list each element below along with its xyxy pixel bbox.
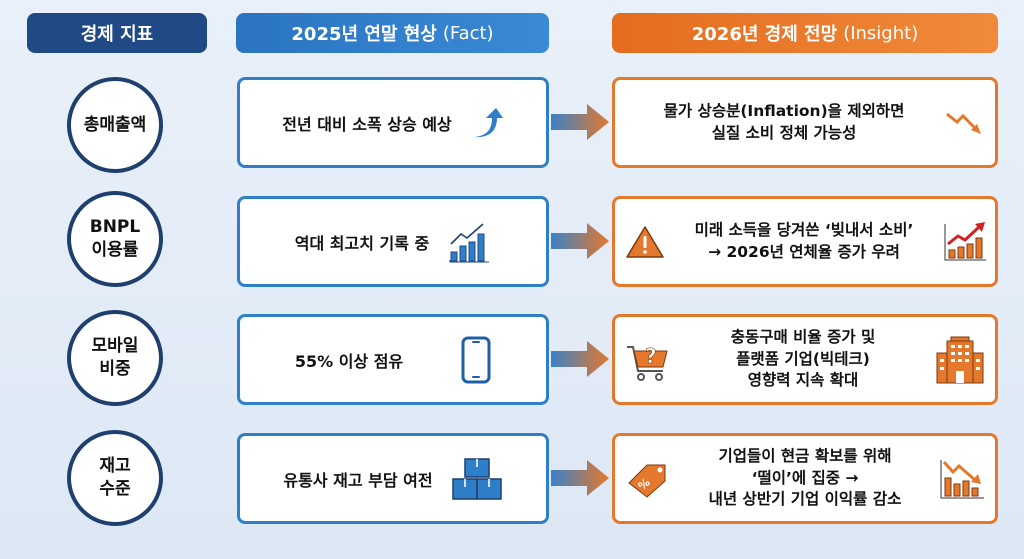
flow-arrow bbox=[551, 223, 609, 259]
indicator-circle-bnpl: BNPL 이용률 bbox=[67, 191, 163, 287]
header-fact-sub: (Fact) bbox=[442, 22, 494, 44]
header-fact: 2025년 연말 현상 (Fact) bbox=[236, 13, 549, 53]
office-building-icon bbox=[935, 335, 985, 385]
insight-line: 미래 소득을 당겨쓴 ‘빚내서 소비’ bbox=[694, 220, 914, 239]
shopping-cart-question-icon: ? bbox=[625, 337, 671, 383]
fact-text: 전년 대비 소폭 상승 예상 bbox=[282, 114, 452, 134]
indicator-circle-sales: 총매출액 bbox=[67, 77, 163, 173]
fact-text: 역대 최고치 기록 중 bbox=[294, 233, 430, 253]
fact-box: 전년 대비 소폭 상승 예상 bbox=[237, 77, 549, 168]
fact-box: 55% 이상 점유 bbox=[237, 314, 549, 405]
insight-line: 충동구매 비율 증가 및 bbox=[730, 327, 876, 346]
indicator-label: 총매출액 bbox=[83, 114, 147, 135]
fact-box: 유통사 재고 부담 여전 bbox=[237, 433, 549, 524]
header-indicator-label: 경제 지표 bbox=[80, 24, 154, 45]
insight-box: % 기업들이 현금 확보를 위해 ‘떨이’에 집중 → 내년 상반기 기업 이익… bbox=[612, 433, 998, 524]
insight-line: 기업들이 현금 확보를 위해 bbox=[718, 446, 892, 465]
curved-up-arrow-icon bbox=[470, 106, 504, 140]
insight-line: → 2026년 연체율 증가 우려 bbox=[708, 242, 900, 261]
insight-line: ‘떨이’에 집중 → bbox=[751, 468, 859, 487]
indicator-label: 모바일 bbox=[91, 336, 139, 357]
insight-box: ? 충동구매 비율 증가 및 플랫폼 기업(빅테크) 영향력 지속 확대 bbox=[612, 314, 998, 405]
fact-text: 유통사 재고 부담 여전 bbox=[283, 470, 433, 490]
insight-box: 물가 상승분(Inflation)을 제외하면 실질 소비 정체 가능성 bbox=[612, 77, 998, 168]
insight-text: 충동구매 비율 증가 및 플랫폼 기업(빅테크) 영향력 지속 확대 bbox=[683, 327, 923, 392]
insight-text: 기업들이 현금 확보를 위해 ‘떨이’에 집중 → 내년 상반기 기업 이익률 … bbox=[683, 446, 927, 511]
header-insight-sub: (Insight) bbox=[843, 22, 919, 44]
indicator-label: 이용률 bbox=[91, 240, 139, 260]
insight-line: 내년 상반기 기업 이익률 감소 bbox=[708, 490, 902, 509]
insight-line: 실질 소비 정체 가능성 bbox=[711, 123, 857, 142]
indicator-label: 수준 bbox=[99, 479, 131, 499]
insight-box: 미래 소득을 당겨쓴 ‘빚내서 소비’ → 2026년 연체율 증가 우려 bbox=[612, 196, 998, 287]
indicator-label: BNPL bbox=[89, 217, 141, 238]
smartphone-icon bbox=[461, 336, 491, 384]
indicator-label: 비중 bbox=[99, 359, 131, 379]
fact-text: 55% 이상 점유 bbox=[294, 351, 404, 371]
indicator-label: 재고 bbox=[99, 456, 131, 477]
header-insight-label: 2026년 경제 전망 bbox=[691, 24, 838, 45]
discount-tag-icon: % bbox=[625, 459, 671, 499]
header-fact-label: 2025년 연말 현상 bbox=[291, 24, 437, 45]
flow-arrow bbox=[551, 460, 609, 496]
header-insight: 2026년 경제 전망 (Insight) bbox=[612, 13, 998, 53]
insight-line: 플랫폼 기업(빅테크) bbox=[736, 349, 870, 368]
falling-bar-chart-icon bbox=[939, 456, 985, 502]
svg-text:?: ? bbox=[645, 344, 657, 368]
insight-line: 영향력 지속 확대 bbox=[747, 371, 859, 390]
rising-bar-chart-icon bbox=[447, 220, 491, 264]
indicator-circle-mobile: 모바일 비중 bbox=[67, 310, 163, 406]
stacked-boxes-icon bbox=[451, 457, 503, 501]
insight-text: 물가 상승분(Inflation)을 제외하면 실질 소비 정체 가능성 bbox=[615, 101, 933, 144]
flow-arrow bbox=[551, 341, 609, 377]
zigzag-down-arrow-icon bbox=[945, 108, 985, 138]
header-indicator: 경제 지표 bbox=[27, 13, 207, 53]
insight-line: 물가 상승분(Inflation)을 제외하면 bbox=[663, 101, 905, 120]
warning-icon bbox=[625, 225, 665, 259]
indicator-circle-inventory: 재고 수준 bbox=[67, 430, 163, 526]
insight-text: 미래 소득을 당겨쓴 ‘빚내서 소비’ → 2026년 연체율 증가 우려 bbox=[677, 220, 931, 263]
flow-arrow bbox=[551, 104, 609, 140]
rising-chart-red-arrow-icon bbox=[943, 220, 987, 264]
fact-box: 역대 최고치 기록 중 bbox=[237, 196, 549, 287]
